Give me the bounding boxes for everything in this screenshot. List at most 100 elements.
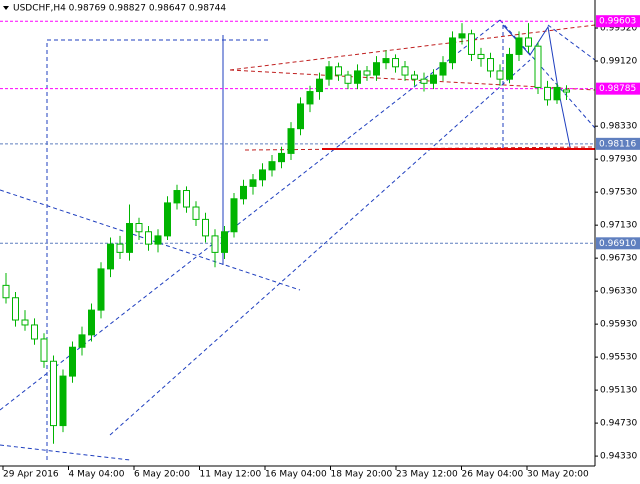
candle-body: [183, 190, 190, 208]
price-level-label: 0.96910: [599, 239, 636, 249]
y-tick-label: 0.96330: [600, 287, 637, 297]
price-level-tag: [596, 82, 640, 95]
x-tick-label: 11 May 12:00: [200, 470, 262, 480]
candle-body: [449, 37, 456, 64]
candle-body: [525, 37, 532, 47]
trend-line: [229, 69, 596, 91]
x-tick-label: 18 May 20:00: [331, 470, 393, 480]
candle-body: [534, 45, 542, 88]
candle-body: [363, 70, 371, 76]
x-tick-label: 6 May 20:00: [134, 470, 190, 480]
price-level-tag: [596, 137, 640, 150]
x-tick-label: 26 May 04:00: [462, 470, 524, 480]
y-tick-label: 0.97530: [600, 188, 637, 198]
candle-body: [335, 66, 342, 76]
chart-title: USDCHF,H4 0.98769 0.98827 0.98647 0.9874…: [13, 4, 226, 14]
trend-line: [547, 24, 596, 61]
candle-body: [544, 86, 551, 101]
y-tick-label: 0.97130: [600, 221, 637, 231]
candle-body: [2, 284, 10, 299]
menu-arrow[interactable]: [3, 6, 9, 10]
candle-body: [411, 74, 418, 80]
candle-body: [392, 58, 399, 68]
x-tick-label: 16 May 04:00: [265, 470, 327, 480]
trend-line: [109, 59, 531, 436]
candle-body: [430, 74, 437, 84]
candle-body: [12, 297, 19, 321]
y-tick-label: 0.99520: [600, 24, 637, 34]
candle-body: [154, 235, 162, 245]
candle-body: [306, 91, 314, 105]
candle-body: [373, 62, 380, 76]
price-level-tag: [596, 237, 640, 250]
candle-body: [69, 346, 76, 377]
candle-body: [21, 319, 29, 326]
candle-body: [297, 103, 304, 130]
price-level-tag: [596, 15, 640, 28]
y-tick-label: 0.95130: [600, 386, 637, 396]
candle-body: [135, 223, 143, 233]
candle-body: [278, 152, 285, 163]
candle-body: [563, 89, 570, 93]
candle-body: [382, 58, 390, 64]
y-tick-label: 0.97930: [600, 155, 637, 165]
trend-line: [229, 24, 596, 71]
candle-body: [240, 185, 247, 200]
y-tick-label: 0.95930: [600, 320, 637, 330]
candle-body: [268, 161, 276, 171]
candle-body: [145, 231, 152, 245]
candle-body: [420, 78, 428, 84]
candle-body: [202, 218, 209, 237]
x-tick-label: 29 Apr 2016: [3, 470, 59, 480]
candle-body: [468, 33, 475, 55]
candle-body: [458, 33, 466, 39]
price-level-label: 0.98785: [599, 84, 636, 94]
axis-labels: 0.99520 0.99120 0.98330 0.97930 0.97530 0.971…: [2, 15, 640, 480]
candle-body: [97, 268, 105, 311]
trend-line: [46, 39, 268, 460]
candle-body: [354, 70, 361, 84]
candle-body: [59, 375, 67, 427]
candle-body: [344, 74, 352, 84]
y-tick-label: 0.94730: [600, 419, 637, 429]
x-tick-label: 4 May 04:00: [69, 470, 125, 480]
candle-body: [259, 169, 266, 181]
y-tick-label: 0.99120: [600, 57, 637, 67]
y-tick-label: 0.96730: [600, 254, 637, 264]
candle-body: [325, 66, 333, 80]
candle-body: [50, 360, 57, 427]
candle-body: [40, 338, 48, 362]
candle-body: [515, 37, 523, 55]
candle-body: [287, 128, 295, 154]
candle-body: [401, 66, 409, 76]
candle-body: [173, 190, 181, 204]
x-tick-label: 30 May 20:00: [527, 470, 589, 480]
candle-body: [496, 70, 504, 80]
y-tick-label: 0.95530: [600, 353, 637, 363]
candle-body: [230, 198, 238, 233]
candle-body: [107, 243, 114, 270]
candle-body: [316, 78, 323, 93]
candles: [2, 23, 570, 444]
y-tick-label: 0.98330: [600, 122, 637, 132]
candle-body: [553, 86, 561, 101]
candle-body: [506, 53, 513, 80]
trend-line: [0, 444, 131, 461]
candle-body: [192, 206, 200, 220]
candle-body: [477, 53, 485, 60]
candle-body: [31, 324, 38, 340]
x-tick-label: 23 May 12:00: [396, 470, 458, 480]
candle-body: [487, 58, 494, 72]
candle-body: [249, 179, 257, 187]
price-levels: [0, 20, 595, 244]
candle-body: [164, 202, 171, 237]
y-tick-label: 0.94330: [600, 452, 637, 462]
candle-body: [126, 223, 133, 253]
candle-body: [221, 231, 228, 253]
candle-body: [88, 309, 95, 336]
candle-body: [211, 235, 219, 253]
candle-body: [439, 62, 447, 76]
price-level-label: 0.98116: [599, 139, 636, 149]
